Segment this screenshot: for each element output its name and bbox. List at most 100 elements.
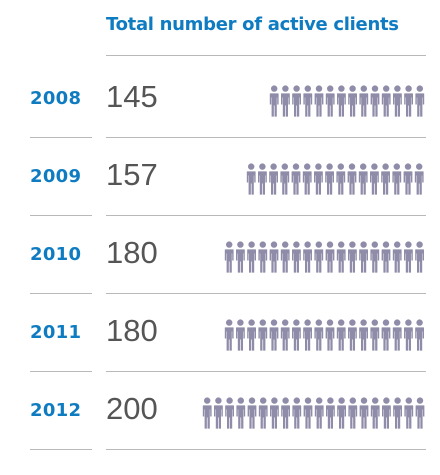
person-icon [269, 85, 279, 117]
person-icon [236, 319, 245, 351]
row-divider-left [30, 137, 92, 138]
person-icon [336, 319, 346, 351]
chart-row: 2011 180 [0, 294, 440, 372]
person-icon [337, 397, 346, 429]
person-icon [303, 319, 312, 351]
person-icon [381, 85, 391, 117]
person-icon [348, 85, 357, 117]
person-icon [325, 163, 334, 195]
person-icon [348, 397, 358, 429]
person-icon [258, 241, 268, 273]
person-icon [292, 397, 302, 429]
person-icon [404, 85, 413, 117]
person-icon [302, 163, 312, 195]
chart-row: 2008 145 [0, 60, 440, 138]
person-icon [258, 319, 268, 351]
people-pictogram [269, 85, 425, 117]
person-icon [415, 85, 425, 117]
person-icon [348, 319, 357, 351]
person-icon [404, 319, 413, 351]
person-icon [403, 163, 413, 195]
person-icon [202, 397, 212, 429]
chart-title: Total number of active clients [106, 14, 399, 35]
row-divider-right [106, 371, 426, 372]
row-divider-right [106, 449, 426, 450]
person-icon [359, 85, 369, 117]
people-pictogram [202, 397, 425, 429]
person-icon [292, 319, 301, 351]
people-pictogram [246, 163, 424, 195]
person-icon [314, 85, 324, 117]
chart-row: 2009 157 [0, 138, 440, 216]
people-pictogram [224, 319, 424, 351]
person-icon [292, 85, 301, 117]
person-icon [258, 397, 268, 429]
person-icon [358, 163, 368, 195]
value-label: 157 [106, 157, 158, 192]
person-icon [258, 163, 267, 195]
person-icon [381, 163, 390, 195]
person-icon [280, 163, 290, 195]
person-icon [392, 163, 402, 195]
person-icon [314, 397, 324, 429]
value-label: 145 [106, 79, 158, 114]
person-icon [348, 241, 357, 273]
person-icon [314, 163, 323, 195]
year-label: 2009 [30, 166, 82, 187]
row-divider-left [30, 293, 92, 294]
person-icon [292, 241, 301, 273]
person-icon [225, 397, 234, 429]
person-icon [393, 85, 402, 117]
person-icon [303, 241, 312, 273]
chart-row: 2012 200 [0, 372, 440, 450]
person-icon [347, 163, 357, 195]
row-divider-right [106, 293, 426, 294]
person-icon [336, 241, 346, 273]
person-icon [224, 319, 234, 351]
person-icon [314, 319, 324, 351]
person-icon [280, 241, 290, 273]
person-icon [404, 397, 414, 429]
person-icon [224, 241, 234, 273]
person-icon [281, 397, 290, 429]
person-icon [414, 163, 424, 195]
value-label: 200 [106, 391, 158, 426]
person-icon [370, 319, 380, 351]
chart-row: 2010 180 [0, 216, 440, 294]
person-icon [269, 319, 279, 351]
person-icon [381, 241, 391, 273]
person-icon [314, 241, 324, 273]
person-icon [291, 163, 301, 195]
person-icon [359, 397, 369, 429]
person-icon [415, 319, 424, 351]
person-icon [325, 319, 335, 351]
title-divider [106, 55, 426, 56]
person-icon [359, 319, 368, 351]
year-label: 2008 [30, 88, 82, 109]
person-icon [392, 319, 402, 351]
person-icon [393, 397, 402, 429]
person-icon [247, 319, 256, 351]
person-icon [370, 397, 380, 429]
row-divider-left [30, 449, 92, 450]
value-label: 180 [106, 235, 158, 270]
person-icon [303, 397, 313, 429]
row-divider-left [30, 371, 92, 372]
year-label: 2011 [30, 322, 82, 343]
person-icon [337, 85, 346, 117]
year-label: 2010 [30, 244, 82, 265]
person-icon [370, 163, 379, 195]
person-icon [236, 241, 245, 273]
person-icon [326, 397, 335, 429]
person-icon [381, 319, 391, 351]
person-icon [247, 241, 256, 273]
row-divider-right [106, 137, 426, 138]
person-icon [370, 241, 380, 273]
person-icon [325, 85, 335, 117]
person-icon [359, 241, 368, 273]
value-label: 180 [106, 313, 158, 348]
person-icon [270, 397, 279, 429]
year-label: 2012 [30, 400, 82, 421]
person-icon [392, 241, 402, 273]
person-icon [336, 163, 346, 195]
